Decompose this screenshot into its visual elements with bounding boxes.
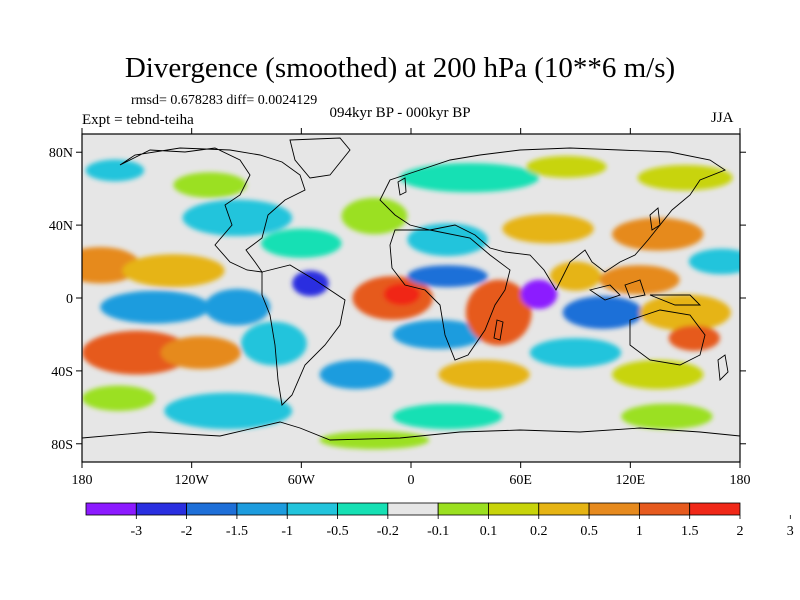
colorbar-swatch-11: [638, 502, 691, 516]
field-blob-36: [82, 385, 156, 411]
field-blob-14: [100, 290, 210, 324]
plot-title: Divergence (smoothed) at 200 hPa (10**6 …: [124, 52, 676, 84]
field-blob-24: [465, 279, 532, 346]
longitude-axis: 180 120W 60W 0 60E 120E 180: [72, 128, 751, 488]
field-blob-21: [383, 283, 421, 306]
field-blob-11: [688, 248, 740, 275]
experiment-label: Expt = tebnd-teiha: [82, 112, 194, 128]
lat-label-4: 80S: [51, 438, 73, 453]
field-blob-39: [319, 431, 430, 450]
stats-label: rmsd= 0.678283 diff= 0.0024129: [131, 93, 318, 108]
lon-label-4: 60E: [509, 473, 532, 488]
lon-label-1: 120W: [175, 473, 210, 488]
field-blob-5: [182, 199, 293, 237]
colorbar-swatch-6: [387, 502, 439, 516]
colorbar-swatch-7: [437, 502, 489, 516]
field-blob-31: [529, 338, 622, 368]
field-blob-29: [639, 294, 731, 331]
field-blob-0: [400, 163, 539, 193]
colorbar-label-13: 3: [787, 524, 794, 539]
lon-label-0: 180: [72, 473, 93, 488]
field-blob-7: [341, 197, 408, 235]
colorbar-label-1: -2: [181, 524, 193, 539]
colorbar-swatch-4: [286, 502, 338, 516]
colorbar-swatch-2: [186, 502, 238, 516]
field-blob-4: [173, 172, 247, 198]
colorbar-swatch-5: [337, 502, 389, 516]
colorbar-label-5: -0.2: [377, 524, 399, 539]
field-blob-34: [319, 359, 393, 390]
colorbar-label-0: -3: [130, 524, 142, 539]
colorbar-label-11: 1.5: [681, 524, 699, 539]
lat-label-0: 80N: [49, 146, 73, 161]
field-blob-17: [204, 288, 271, 326]
field-blob-18: [241, 321, 307, 366]
lat-label-2: 0: [66, 292, 73, 307]
colorbar-label-12: 2: [737, 524, 744, 539]
lon-label-2: 60W: [288, 473, 316, 488]
field-blob-37: [392, 403, 503, 430]
field-blob-1: [526, 155, 607, 178]
period-label: 094kyr BP - 000kyr BP: [329, 105, 471, 121]
colorbar-label-3: -1: [281, 524, 293, 539]
field-blob-35: [164, 392, 293, 430]
field-blob-33: [438, 359, 530, 390]
field-blob-9: [502, 214, 594, 244]
lat-label-1: 40N: [49, 219, 73, 234]
lon-label-3: 0: [408, 473, 415, 488]
colorbar-swatch-1: [135, 502, 188, 516]
field-blob-3: [85, 159, 145, 182]
field-blob-27: [562, 296, 644, 329]
field-blob-38: [621, 403, 713, 430]
colorbar-swatch-9: [538, 502, 590, 516]
field-blob-8: [407, 223, 488, 257]
colorbar-swatch-0: [85, 502, 137, 516]
colorbar-swatch-3: [236, 502, 288, 516]
latitude-axis: 80N 40N 0 40S 80S: [49, 146, 746, 453]
colorbar-label-6: -0.1: [427, 524, 449, 539]
field-blob-25: [520, 279, 558, 309]
colorbar-label-7: 0.1: [480, 524, 498, 539]
field-blob-2: [637, 164, 733, 191]
colorbar-label-2: -1.5: [226, 524, 248, 539]
field-blob-26: [549, 261, 602, 291]
lat-label-3: 40S: [51, 365, 73, 380]
field-blob-15: [82, 330, 192, 375]
lon-label-6: 180: [730, 473, 751, 488]
colorbar-swatch-10: [588, 502, 640, 516]
colorbar: -3 -2 -1.5 -1 -0.5 -0.2 -0.1 0.1 0.2 0.5 1 1.5 2 3: [85, 502, 794, 539]
colorbar-swatch-8: [488, 502, 540, 516]
field-blob-22: [407, 265, 488, 288]
season-label: JJA: [711, 110, 734, 126]
field-blob-6: [261, 228, 342, 258]
colorbar-label-4: -0.5: [326, 524, 348, 539]
field-blob-19: [292, 270, 329, 297]
colorbar-label-10: 1: [636, 524, 643, 539]
coastlines: [82, 137, 740, 462]
colorbar-swatch-12: [689, 502, 741, 516]
lon-label-5: 120E: [616, 473, 646, 488]
field-blob-10: [612, 217, 704, 251]
colorbar-label-9: 0.5: [580, 524, 598, 539]
colorbar-label-8: 0.2: [530, 524, 548, 539]
field-blob-23: [392, 319, 485, 350]
field-blob-13: [122, 254, 225, 288]
field-blob-32: [612, 359, 704, 390]
field-blob-30: [668, 325, 720, 351]
field-blob-16: [160, 336, 242, 370]
